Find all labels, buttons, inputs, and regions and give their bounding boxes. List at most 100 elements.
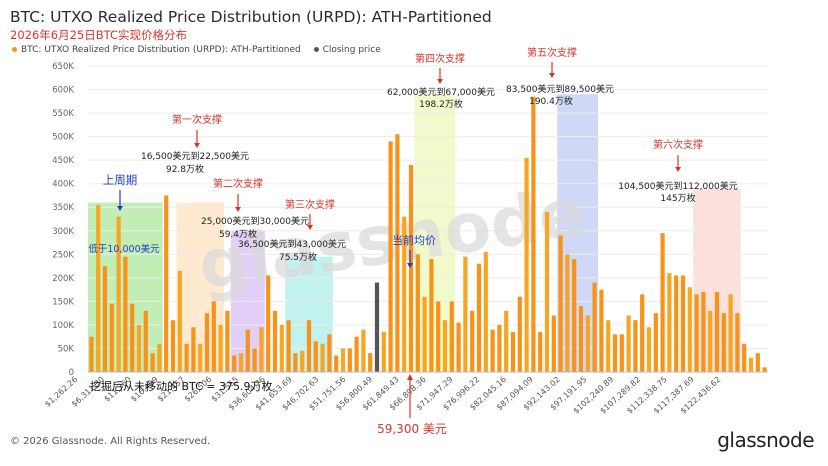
arrow-previous-cycle-head: [117, 206, 123, 211]
bar: [612, 334, 618, 372]
bar: [442, 320, 448, 372]
y-tick-label: 450K: [52, 156, 74, 166]
bars: [89, 96, 767, 372]
closing-price: [374, 282, 380, 372]
zone-range-5: 83,500美元到89,500美元: [506, 83, 614, 95]
bar: [204, 313, 210, 372]
zone-label-previous-cycle: 上周期: [103, 173, 138, 187]
bar: [327, 334, 332, 372]
bar: [170, 320, 176, 372]
bar: [96, 204, 101, 372]
bar: [123, 256, 128, 372]
bar: [334, 355, 339, 372]
bar: [721, 313, 726, 372]
bar: [238, 353, 244, 372]
legend-item-closing[interactable]: Closing price: [313, 45, 381, 55]
bar: [714, 291, 720, 372]
bar: [225, 310, 230, 372]
bar: [735, 313, 740, 372]
bar: [640, 294, 645, 372]
bar: [232, 355, 237, 372]
bar: [606, 320, 611, 372]
zone-amount-2: 59.4万枚: [219, 228, 257, 240]
bar: [694, 294, 699, 372]
bar: [742, 343, 747, 372]
bar: [361, 329, 366, 372]
bar: [755, 353, 760, 372]
bar: [497, 324, 502, 372]
bar: [286, 320, 291, 372]
legend-dot-urpd: [12, 47, 17, 52]
y-tick-label: 650K: [52, 62, 74, 72]
zone-range-1: 16,500美元到22,500美元: [141, 150, 249, 162]
bar: [578, 306, 584, 372]
bar: [381, 331, 386, 372]
closing-price-value: 59,300 美元: [377, 422, 447, 436]
legend-item-urpd[interactable]: BTC: UTXO Realized Price Distribution (U…: [12, 45, 301, 55]
zone-amount-4: 198.2万枚: [419, 98, 463, 110]
bar: [184, 343, 189, 372]
bar: [415, 254, 420, 372]
y-tick-label: 550K: [52, 109, 74, 119]
chart-subtitle: 2026年6月25日BTC实现价格分布: [10, 28, 187, 42]
bar: [320, 343, 325, 372]
y-axis: 0 50K 100K 150K 200K 250K 300K 350K 400K 450K 500K…: [52, 62, 74, 378]
bar: [646, 327, 652, 372]
y-tick-label: 0: [69, 368, 74, 378]
zone-range-2: 25,000美元到30,000美元: [201, 215, 309, 227]
arrow-1-head: [194, 143, 200, 148]
zone-amount-3: 75.5万枚: [279, 251, 317, 263]
bar: [252, 348, 257, 372]
bar: [558, 235, 563, 372]
zone-range-4: 62,000美元到67,000美元: [387, 86, 495, 98]
bar: [130, 303, 135, 372]
arrow-2-head: [235, 207, 241, 212]
bar: [708, 310, 713, 372]
y-tick-label: 600K: [52, 86, 74, 96]
bar: [449, 301, 454, 372]
bar: [653, 313, 658, 372]
zone-amount-5: 190.4万枚: [529, 95, 573, 107]
x-axis: $1,262.26$6,311.30$11,360$16,409$21,457$…: [43, 371, 768, 416]
bar: [116, 216, 121, 372]
y-tick-label: 500K: [52, 133, 74, 143]
bar: [408, 164, 414, 372]
zone-range-6: 104,500美元到112,000美元: [618, 180, 737, 192]
bar: [510, 331, 516, 372]
bar: [300, 350, 305, 372]
bar: [164, 195, 169, 372]
zone-amount-6: 145万枚: [660, 192, 695, 204]
bar: [504, 310, 509, 372]
y-tick-label: 350K: [52, 203, 74, 213]
bar: [136, 324, 142, 372]
bar: [259, 327, 264, 372]
bar: [490, 329, 495, 372]
bar: [701, 291, 706, 372]
bar: [143, 310, 148, 372]
bar: [89, 336, 94, 372]
bar: [619, 334, 624, 372]
bar: [463, 256, 468, 372]
legend-label-urpd: BTC: UTXO Realized Price Distribution (U…: [21, 45, 301, 55]
bar: [368, 353, 373, 372]
arrow-3-head: [307, 225, 313, 230]
bar: [347, 348, 352, 372]
bar: [538, 331, 543, 372]
bar: [198, 343, 203, 372]
y-tick-label: 150K: [52, 297, 74, 307]
bar: [572, 259, 577, 372]
legend: BTC: UTXO Realized Price Distribution (U…: [12, 45, 391, 55]
bar: [687, 287, 692, 372]
bar: [483, 251, 488, 372]
bar: [748, 357, 754, 372]
zone-amount-1: 92.8万枚: [166, 163, 204, 175]
legend-label-closing: Closing price: [322, 45, 381, 55]
bar: [109, 303, 114, 372]
bar: [313, 341, 318, 372]
bar: [728, 294, 733, 372]
bar: [599, 289, 604, 372]
brand-logo: glassnode: [717, 428, 814, 452]
zone-label-5: 第五次支撑: [527, 46, 577, 59]
bar: [565, 254, 570, 372]
